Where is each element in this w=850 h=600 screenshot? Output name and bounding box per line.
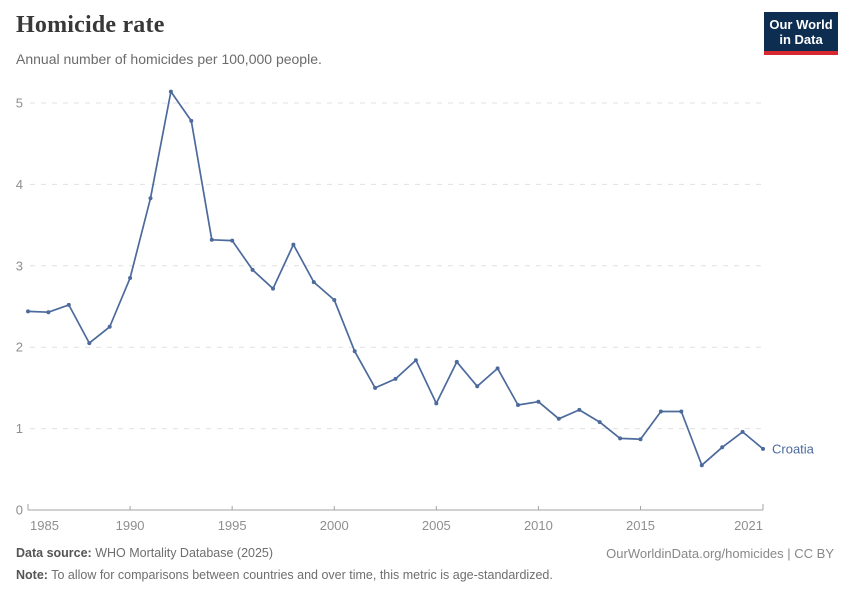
data-point[interactable] (597, 420, 602, 425)
data-point[interactable] (516, 403, 520, 407)
data-point[interactable] (189, 118, 194, 123)
x-tick-label: 2015 (626, 518, 655, 533)
note-line: Note: To allow for comparisons between c… (16, 568, 553, 582)
x-tick-label: 2021 (734, 518, 763, 533)
x-tick-label: 2005 (422, 518, 451, 533)
data-point[interactable] (720, 445, 725, 450)
data-point[interactable] (209, 237, 214, 242)
croatia-series-label[interactable]: Croatia (772, 441, 815, 456)
data-point[interactable] (352, 349, 357, 354)
x-tick-label: 1985 (30, 518, 59, 533)
data-point[interactable] (271, 286, 275, 291)
data-point[interactable] (495, 366, 500, 371)
data-point[interactable] (413, 358, 418, 363)
data-point[interactable] (618, 436, 623, 441)
x-tick-label: 1995 (218, 518, 247, 533)
chart-subtitle: Annual number of homicides per 100,000 p… (16, 51, 322, 67)
data-point[interactable] (393, 376, 398, 381)
data-point[interactable] (658, 409, 663, 414)
data-point[interactable] (556, 416, 561, 421)
data-point[interactable] (638, 437, 643, 442)
data-point[interactable] (577, 407, 582, 412)
owid-logo-line1: Our World (769, 17, 833, 32)
data-source-label: Data source: (16, 546, 92, 560)
note-label: Note: (16, 568, 48, 582)
data-point[interactable] (46, 310, 51, 315)
data-point[interactable] (148, 196, 153, 201)
y-tick-label: 1 (16, 421, 23, 436)
note-value: To allow for comparisons between countri… (47, 568, 553, 582)
y-tick-label: 0 (16, 503, 23, 518)
x-tick-label: 1990 (116, 518, 145, 533)
data-point[interactable] (475, 384, 480, 389)
data-point[interactable] (107, 324, 112, 329)
owid-logo[interactable]: Our World in Data (764, 12, 838, 55)
data-point[interactable] (291, 242, 296, 247)
data-point[interactable] (168, 89, 173, 94)
data-point[interactable] (434, 401, 439, 406)
data-point[interactable] (87, 341, 92, 346)
page-title: Homicide rate (16, 12, 165, 38)
data-point[interactable] (761, 446, 765, 451)
data-point[interactable] (66, 302, 71, 307)
owid-url-and-license: OurWorldinData.org/homicides | CC BY (606, 546, 834, 561)
y-tick-label: 5 (16, 96, 23, 111)
data-point[interactable] (230, 238, 235, 243)
x-tick-label: 2000 (320, 518, 349, 533)
y-tick-label: 2 (16, 340, 23, 355)
data-point[interactable] (454, 359, 459, 364)
data-point[interactable] (740, 429, 745, 434)
x-tick-label: 2010 (524, 518, 553, 533)
data-point[interactable] (26, 309, 30, 314)
data-point[interactable] (373, 385, 378, 390)
data-point[interactable] (250, 267, 255, 272)
data-point[interactable] (699, 463, 704, 468)
line-chart: 0 1 2 3 4 5 1985 1990 1995 2000 2005 2010 2015 2021 Cr… (16, 89, 815, 533)
y-tick-label: 3 (16, 258, 23, 273)
data-point[interactable] (679, 409, 684, 414)
data-point[interactable] (128, 276, 133, 280)
data-source-value: WHO Mortality Database (2025) (91, 546, 274, 560)
data-point[interactable] (332, 298, 337, 302)
owid-logo-line2: in Data (779, 32, 823, 47)
data-point[interactable] (536, 399, 541, 404)
croatia-line[interactable] (27, 90, 764, 467)
y-tick-label: 4 (16, 177, 23, 192)
data-source-line: Data source: WHO Mortality Database (202… (16, 546, 273, 560)
data-point[interactable] (311, 280, 316, 285)
